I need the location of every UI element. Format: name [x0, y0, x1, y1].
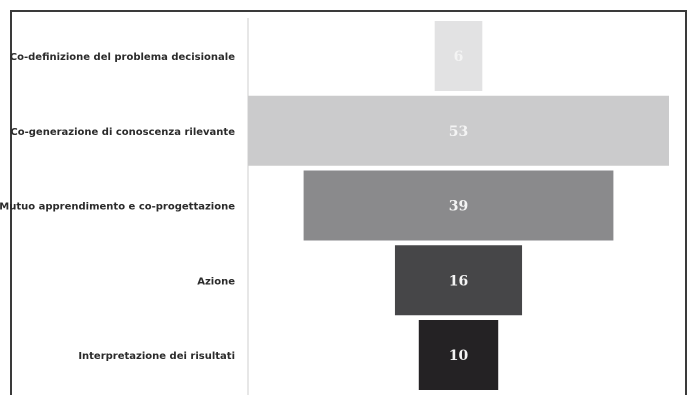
value-label-4: 16	[449, 273, 468, 289]
bar-1	[434, 21, 483, 91]
value-labels: 6 53 39 16 10	[449, 49, 469, 364]
bar-4	[394, 245, 523, 316]
value-label-5: 10	[449, 348, 469, 364]
category-labels: Co-definizione del problema decisionale C…	[0, 52, 235, 362]
category-label-4: Azione	[197, 276, 235, 287]
category-label-1: Co-definizione del problema decisionale	[10, 52, 235, 63]
value-label-2: 53	[449, 124, 468, 140]
value-label-1: 6	[454, 49, 464, 65]
category-label-3: Mutuo apprendimento e co-progettazione	[0, 202, 235, 213]
chart-frame	[10, 10, 687, 395]
category-label-5: Interpretazione dei risultati	[78, 351, 235, 362]
bar-5	[418, 320, 499, 390]
category-label-2: Co-generazione di conoscenza rilevante	[10, 127, 235, 138]
bar-3	[303, 170, 614, 241]
value-label-3: 39	[449, 199, 468, 215]
bars-group	[248, 21, 669, 390]
bar-2	[248, 95, 669, 166]
